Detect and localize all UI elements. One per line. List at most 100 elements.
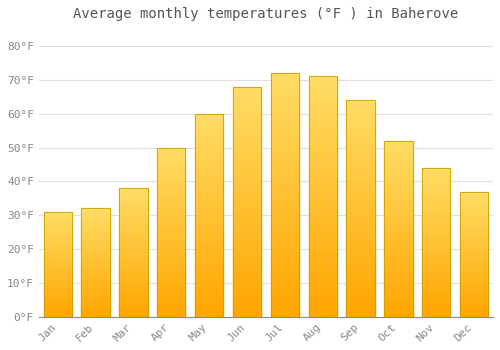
Bar [195,114,224,116]
Bar [119,264,148,265]
Bar [82,238,110,239]
Bar [157,295,186,296]
Bar [270,78,299,80]
Bar [422,193,450,195]
Bar [460,304,488,306]
Bar [157,168,186,169]
Bar [44,308,72,309]
Bar [384,308,412,310]
Bar [157,151,186,153]
Bar [460,284,488,286]
Bar [346,313,375,315]
Bar [270,215,299,217]
Bar [195,124,224,126]
Bar [460,202,488,203]
Bar [119,224,148,225]
Bar [384,304,412,306]
Bar [233,176,261,179]
Bar [384,255,412,257]
Bar [460,237,488,238]
Bar [119,288,148,290]
Bar [422,305,450,306]
Bar [44,244,72,245]
Bar [233,193,261,195]
Bar [82,258,110,259]
Bar [346,115,375,118]
Bar [308,254,337,257]
Bar [460,211,488,213]
Bar [384,162,412,164]
Bar [422,312,450,314]
Bar [308,76,337,317]
Bar [195,136,224,138]
Bar [82,272,110,273]
Bar [346,133,375,135]
Bar [422,247,450,248]
Bar [119,286,148,287]
Bar [270,283,299,285]
Bar [270,117,299,119]
Bar [157,261,186,262]
Bar [308,148,337,151]
Bar [270,168,299,170]
Bar [346,146,375,148]
Bar [157,283,186,285]
Bar [157,247,186,249]
Bar [119,255,148,256]
Bar [460,194,488,195]
Bar [270,278,299,280]
Bar [384,141,412,142]
Bar [233,252,261,255]
Bar [384,190,412,192]
Bar [346,217,375,219]
Bar [157,266,186,268]
Bar [44,310,72,312]
Bar [270,183,299,185]
Bar [346,198,375,200]
Bar [195,195,224,197]
Bar [44,240,72,241]
Bar [422,178,450,180]
Bar [44,218,72,219]
Bar [270,309,299,312]
Bar [44,224,72,225]
Bar [157,240,186,242]
Bar [422,198,450,199]
Bar [384,290,412,292]
Bar [44,251,72,252]
Bar [44,236,72,237]
Bar [119,188,148,189]
Bar [119,229,148,231]
Bar [308,228,337,230]
Bar [82,309,110,310]
Bar [82,307,110,308]
Bar [157,153,186,154]
Bar [308,100,337,103]
Bar [119,268,148,269]
Bar [195,282,224,284]
Bar [44,231,72,232]
Bar [422,292,450,293]
Bar [346,306,375,308]
Bar [82,269,110,270]
Bar [384,248,412,250]
Bar [157,147,186,149]
Bar [460,282,488,283]
Bar [460,306,488,307]
Bar [384,188,412,190]
Bar [460,274,488,275]
Bar [82,211,110,212]
Bar [82,241,110,242]
Bar [82,295,110,296]
Bar [270,212,299,215]
Bar [119,269,148,271]
Bar [233,250,261,252]
Bar [44,212,72,213]
Bar [308,177,337,180]
Bar [82,277,110,278]
Bar [44,264,72,265]
Bar [119,193,148,195]
Bar [422,253,450,254]
Bar [44,219,72,220]
Bar [119,242,148,244]
